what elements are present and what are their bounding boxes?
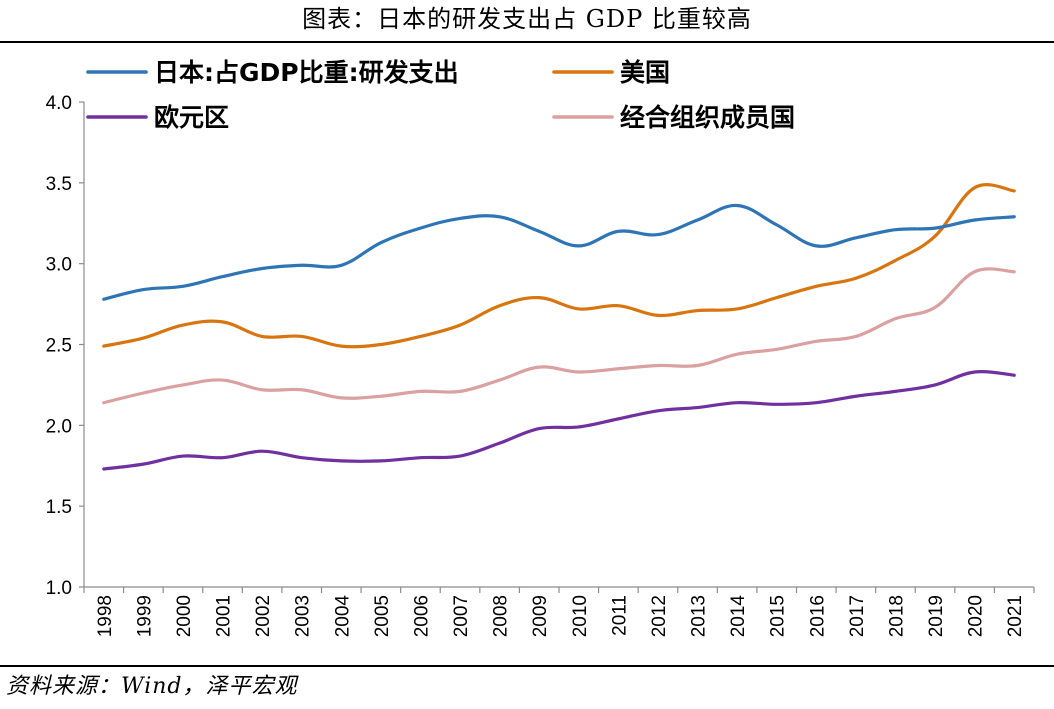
- line-chart: 1.0 1.5 2.0 2.5 3.0 3.5 4.0 1998 1999 2000 2001 200…: [46, 58, 1035, 638]
- x-tick-label: 2018: [886, 595, 907, 637]
- x-tick-label: 2017: [847, 595, 868, 637]
- series-line-3: [102, 267, 1016, 405]
- x-tick-label: 2013: [689, 595, 710, 637]
- x-tick-label: 2016: [807, 595, 828, 637]
- x-tick-label: 2001: [214, 595, 235, 637]
- top-rule: [0, 41, 1054, 43]
- source-note: 资料来源：Wind，泽平宏观: [6, 674, 298, 699]
- bottom-rule: [0, 665, 1054, 667]
- x-tick-label: 2002: [253, 595, 274, 637]
- y-tick-label: 2.0: [46, 416, 72, 437]
- x-tick-label: 2000: [174, 595, 195, 637]
- chart-title: 图表：日本的研发支出占 GDP 比重较高: [302, 5, 752, 33]
- x-tick-label: 2003: [293, 595, 314, 637]
- x-tick-label: 1998: [95, 595, 116, 637]
- series-line-2: [102, 369, 1016, 471]
- legend-label-2: 欧元区: [154, 103, 229, 132]
- y-tick-label: 1.0: [46, 578, 72, 599]
- x-tick-label: 2014: [728, 595, 749, 638]
- axes: 1.0 1.5 2.0 2.5 3.0 3.5 4.0 1998 1999 2000 2001 200…: [46, 93, 1035, 638]
- x-tick-label: 2021: [1005, 595, 1026, 637]
- x-tick-label: 2020: [966, 595, 987, 637]
- y-tick-label: 2.5: [46, 336, 72, 357]
- x-tick-label: 2007: [451, 595, 472, 637]
- x-tick-label: 2012: [649, 595, 670, 637]
- x-tick-label: 2009: [530, 595, 551, 637]
- series-line-0: [102, 203, 1016, 301]
- x-tick-label: 2005: [372, 595, 393, 637]
- y-tick-label: 4.0: [46, 93, 72, 114]
- x-tick-label: 2008: [491, 595, 512, 637]
- x-tick-label: 1999: [134, 595, 155, 637]
- legend-label-3: 经合组织成员国: [620, 103, 795, 132]
- y-tick-label: 3.5: [46, 174, 72, 195]
- x-tick-label: 2006: [411, 595, 432, 637]
- y-tick-label: 1.5: [46, 497, 72, 518]
- legend-label-1: 美国: [620, 58, 670, 87]
- legend-label-0: 日本:占GDP比重:研发支出: [154, 58, 459, 87]
- series-line-1: [102, 183, 1016, 349]
- x-tick-label: 2019: [926, 595, 947, 637]
- series-lines: [102, 183, 1016, 471]
- x-tick-label: 2011: [609, 595, 630, 636]
- x-tick-label: 2010: [570, 595, 591, 637]
- x-tick-label: 2015: [768, 595, 789, 637]
- x-tick-label: 2004: [332, 595, 353, 638]
- y-tick-label: 3.0: [46, 255, 72, 276]
